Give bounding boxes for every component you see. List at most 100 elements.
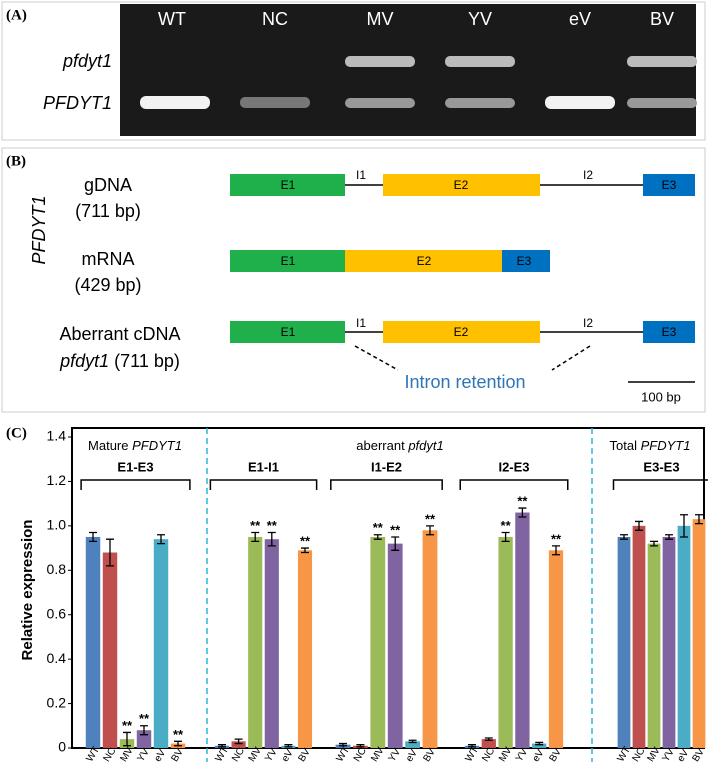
error-bar	[301, 547, 309, 554]
error-bar	[391, 536, 400, 551]
error-bar	[650, 540, 658, 547]
error-bar	[356, 744, 365, 748]
row-size: (429 bp)	[74, 275, 141, 295]
band	[240, 97, 310, 108]
bar	[647, 543, 661, 748]
row-gene: pfdyt1	[59, 351, 109, 371]
x-tick-label: eV	[675, 748, 691, 762]
error-bar	[234, 738, 243, 745]
bar	[532, 743, 547, 748]
y-tick-label: 0.2	[47, 694, 67, 710]
x-tick-label: YV	[263, 747, 280, 762]
exon-label: E3	[662, 178, 677, 192]
x-tick-label: NC	[101, 746, 118, 762]
exon	[502, 250, 550, 272]
bracket	[209, 479, 318, 490]
bracket	[459, 479, 569, 490]
lane-label: MV	[367, 9, 394, 29]
exon	[230, 321, 345, 343]
y-tick-label: 0	[58, 739, 66, 755]
error-bar	[339, 742, 347, 747]
bar	[248, 536, 263, 748]
band	[445, 98, 515, 108]
group-label: I2-E3	[498, 459, 529, 474]
bar	[632, 525, 646, 748]
section-title: aberrant pfdyt1	[356, 438, 443, 453]
error-bar	[157, 534, 165, 545]
group-label: E1-E3	[117, 459, 153, 474]
x-tick-label: NC	[352, 746, 369, 762]
panel-label: (A)	[6, 7, 27, 23]
x-tick-label: eV	[404, 748, 420, 762]
group-label: E1-I1	[248, 459, 279, 474]
x-tick-label: YV	[135, 747, 152, 762]
error-bar	[501, 531, 510, 543]
row-size: (711 bp)	[75, 201, 141, 221]
error-bar	[518, 507, 527, 518]
gene-label: PFDYT1	[29, 195, 49, 264]
x-tick-label: BV	[547, 747, 564, 762]
error-bar	[680, 514, 688, 538]
error-bar	[408, 739, 417, 744]
significance: **	[250, 518, 261, 533]
error-bar	[267, 531, 276, 547]
x-tick-label: MV	[247, 745, 264, 762]
x-tick-label: YV	[514, 747, 531, 762]
significance: **	[373, 520, 384, 535]
significance: **	[501, 518, 512, 533]
bar	[370, 536, 386, 748]
band	[140, 96, 210, 109]
band	[445, 56, 515, 67]
section-gene: PFDYT1	[132, 438, 182, 453]
significance: **	[517, 494, 528, 509]
exon-label: E2	[454, 178, 469, 192]
bar	[617, 536, 631, 748]
bar	[405, 741, 420, 748]
y-tick-label: 1.4	[47, 428, 67, 444]
row-size-text: (711 bp)	[114, 351, 180, 371]
row-name: gDNA	[84, 175, 132, 195]
y-tick-label: 0.6	[47, 605, 67, 621]
bar	[515, 512, 530, 748]
significance: **	[139, 711, 150, 726]
error-bar	[484, 737, 493, 741]
x-tick-label: MV	[497, 745, 514, 762]
exon-label: E2	[417, 254, 432, 268]
gel-image	[120, 4, 696, 136]
group-label: I1-E2	[371, 459, 402, 474]
exon-label: E3	[662, 325, 677, 339]
significance: **	[267, 518, 278, 533]
intron-label: I1	[356, 316, 366, 330]
error-bar	[373, 534, 382, 540]
x-tick-label: NC	[630, 746, 647, 762]
band	[627, 56, 697, 67]
row-size: pfdyt1 (711 bp)	[59, 351, 180, 371]
significance: **	[122, 718, 133, 733]
bar	[498, 536, 513, 748]
gel-bands	[140, 56, 697, 109]
error-bar	[535, 741, 544, 746]
exon	[383, 321, 540, 343]
x-tick-label: NC	[480, 746, 497, 762]
error-bar	[665, 534, 673, 540]
exon-label: E1	[281, 325, 296, 339]
band	[345, 98, 415, 108]
exon	[643, 321, 695, 343]
section-title-text: aberrant	[356, 438, 405, 453]
band-label: PFDYT1	[43, 93, 112, 113]
error-bar	[284, 744, 293, 748]
section-title-text: Total	[610, 438, 638, 453]
bracket	[80, 479, 191, 490]
error-bar	[140, 725, 148, 736]
error-bar	[89, 531, 97, 543]
bracket	[612, 479, 708, 490]
plot: 0 0.2 0.4 0.6 0.8 1.0 1.2 1.4 Mature PFDYT1 E1-E3…	[47, 428, 708, 762]
lane-label: BV	[650, 9, 674, 29]
error-bar	[468, 744, 476, 748]
exon	[230, 250, 345, 272]
bar	[264, 539, 279, 748]
band	[627, 98, 697, 108]
bar	[297, 550, 313, 748]
